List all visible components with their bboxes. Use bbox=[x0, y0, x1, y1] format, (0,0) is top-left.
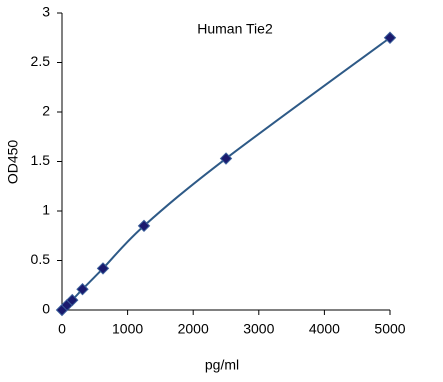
marker bbox=[96, 262, 110, 275]
x-tick-label: 2000 bbox=[178, 321, 209, 337]
y-tick-label: 0 bbox=[42, 301, 50, 317]
y-axis-label: OD450 bbox=[5, 140, 21, 185]
x-axis-label: pg/ml bbox=[205, 357, 239, 373]
x-tick-label: 4000 bbox=[309, 321, 340, 337]
x-tick-label: 5000 bbox=[374, 321, 405, 337]
marker bbox=[383, 31, 397, 44]
marker bbox=[137, 219, 151, 233]
marker bbox=[76, 283, 89, 296]
x-tick-label: 0 bbox=[58, 321, 66, 337]
curve bbox=[61, 36, 391, 311]
chart-title: Human Tie2 bbox=[197, 21, 273, 37]
y-tick-label: 1.5 bbox=[31, 152, 51, 168]
y-tick-label: 2 bbox=[42, 103, 50, 119]
marker bbox=[219, 152, 233, 165]
x-tick-label: 3000 bbox=[243, 321, 274, 337]
x-tick-label: 1000 bbox=[112, 321, 143, 337]
marker bbox=[66, 293, 79, 307]
y-tick-label: 0.5 bbox=[31, 251, 51, 267]
y-tick-label: 2.5 bbox=[31, 53, 51, 69]
y-tick-label: 3 bbox=[42, 4, 50, 20]
y-tick-label: 1 bbox=[42, 202, 50, 218]
